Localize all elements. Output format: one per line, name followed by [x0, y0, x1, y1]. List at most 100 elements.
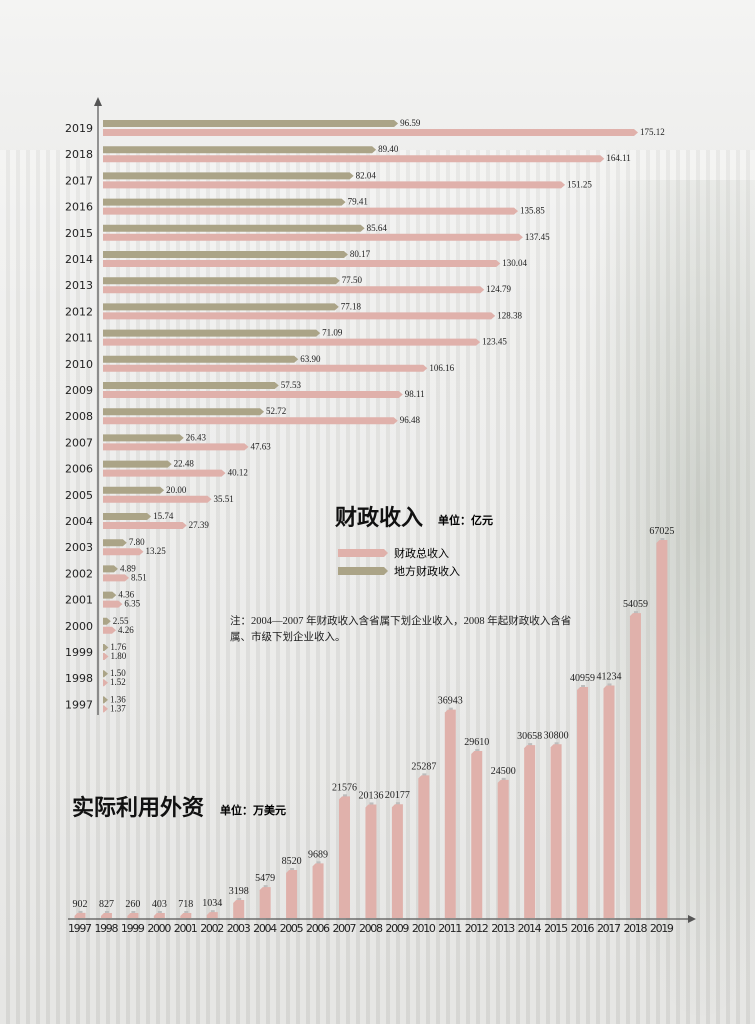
bar-total-revenue — [103, 548, 144, 556]
y-tick-label: 2016 — [65, 201, 93, 214]
bar-total-revenue — [103, 260, 501, 267]
chart1-unit: 单位：亿元 — [438, 514, 493, 527]
legend-label: 地方财政收入 — [394, 565, 460, 578]
y-tick-label: 2018 — [65, 148, 93, 161]
data-label: 128.38 — [497, 310, 522, 320]
data-label: 82.04 — [356, 170, 377, 180]
data-label: 52.72 — [266, 406, 286, 416]
data-label: 130.04 — [502, 258, 527, 268]
legend-label: 财政总收入 — [394, 547, 449, 560]
x-tick-label: 2008 — [359, 922, 383, 935]
data-label: 63.90 — [300, 354, 321, 364]
data-label: 2.55 — [113, 616, 129, 626]
y-tick-label: 2014 — [65, 253, 93, 266]
x-tick-label: 1999 — [121, 922, 145, 935]
data-label: 71.09 — [322, 328, 343, 338]
data-label: 30658 — [517, 731, 542, 742]
y-tick-label: 2017 — [65, 174, 93, 187]
data-label: 1.80 — [110, 651, 126, 661]
y-tick-label: 1999 — [65, 646, 93, 659]
y-axis-arrow — [94, 97, 102, 106]
bar-foreign-investment — [577, 687, 589, 918]
x-tick-label: 2016 — [571, 922, 595, 935]
bar-local-revenue — [103, 565, 118, 573]
bar-foreign-investment — [391, 804, 403, 918]
bar-local-revenue — [103, 591, 117, 599]
bar-foreign-investment — [656, 540, 668, 918]
data-label: 77.50 — [342, 275, 363, 285]
x-tick-label: 2014 — [518, 922, 542, 935]
x-tick-label: 2019 — [650, 922, 674, 935]
data-label: 77.18 — [341, 301, 362, 311]
bar-total-revenue — [103, 653, 109, 660]
data-label: 54059 — [623, 599, 648, 610]
bar-local-revenue — [103, 277, 340, 285]
data-label: 24500 — [491, 766, 516, 777]
y-tick-label: 2005 — [65, 489, 93, 502]
x-tick-label: 2013 — [491, 922, 515, 935]
data-label: 89.40 — [378, 144, 399, 154]
bar-total-revenue — [103, 626, 117, 634]
y-tick-label: 2011 — [65, 332, 93, 345]
bar-local-revenue — [102, 486, 165, 494]
x-tick-label: 2001 — [174, 922, 198, 935]
y-tick-label: 2001 — [65, 594, 93, 607]
bar-total-revenue — [103, 679, 108, 687]
y-tick-label: 2019 — [65, 122, 93, 135]
data-label: 403 — [152, 899, 167, 910]
data-label: 40.12 — [228, 468, 248, 478]
data-label: 96.59 — [400, 118, 421, 128]
data-label: 1.36 — [110, 694, 126, 704]
data-label: 20136 — [358, 790, 383, 801]
data-label: 124.79 — [486, 284, 511, 294]
bar-total-revenue — [103, 338, 481, 346]
bar-local-revenue — [103, 696, 108, 704]
data-label: 79.41 — [348, 197, 368, 207]
x-tick-label: 2009 — [385, 922, 409, 935]
chart2-title: 实际利用外资 — [72, 795, 205, 820]
bar-total-revenue — [103, 364, 428, 372]
bar-local-revenue — [103, 670, 108, 678]
x-tick-label: 2002 — [200, 922, 224, 935]
bar-foreign-investment — [259, 887, 271, 918]
y-tick-label: 2012 — [65, 305, 93, 318]
x-tick-label: 2012 — [465, 922, 489, 935]
y-tick-label: 2000 — [65, 620, 93, 633]
chart1-title: 财政收入 — [335, 505, 424, 530]
data-label: 80.17 — [350, 249, 371, 259]
bar-local-revenue — [103, 460, 172, 468]
bar-total-revenue — [103, 600, 123, 608]
bar-total-revenue — [103, 443, 249, 451]
data-label: 4.36 — [118, 590, 134, 600]
data-label: 9689 — [308, 849, 328, 860]
legend-item-local: 地方财政收入 — [338, 563, 460, 579]
bar-foreign-investment — [127, 913, 139, 918]
bar-foreign-investment — [603, 685, 615, 918]
x-tick-label: 2018 — [623, 922, 647, 935]
legend-swatch — [338, 567, 388, 575]
bar-local-revenue — [103, 617, 111, 625]
x-tick-label: 2004 — [253, 922, 277, 935]
bar-foreign-investment — [339, 796, 350, 918]
bar-total-revenue — [103, 181, 566, 189]
data-label: 175.12 — [640, 127, 665, 137]
data-label: 35.51 — [213, 494, 233, 504]
data-label: 123.45 — [482, 337, 507, 347]
bar-total-revenue — [103, 574, 129, 582]
data-label: 718 — [178, 899, 193, 910]
bar-foreign-investment — [629, 613, 641, 918]
data-label: 5479 — [255, 873, 275, 884]
x-tick-label: 2003 — [227, 922, 251, 935]
y-tick-label: 2010 — [65, 358, 93, 371]
data-label: 3198 — [229, 886, 249, 897]
chart2-unit: 单位：万美元 — [220, 804, 286, 817]
legend-item-total: 财政总收入 — [338, 545, 449, 561]
bar-total-revenue — [103, 495, 212, 503]
bar-total-revenue — [103, 469, 226, 477]
bar-foreign-investment — [444, 709, 456, 918]
x-tick-label: 1998 — [94, 922, 118, 935]
data-label: 8.51 — [131, 572, 147, 582]
data-label: 30800 — [544, 730, 569, 741]
bar-total-revenue — [102, 155, 605, 163]
bar-local-revenue — [103, 224, 365, 232]
